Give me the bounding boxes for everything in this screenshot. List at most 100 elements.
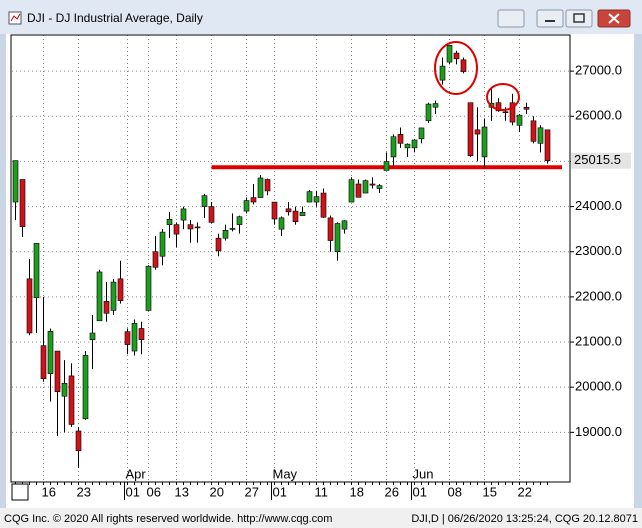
candle-body bbox=[313, 196, 320, 203]
candle-body bbox=[138, 328, 145, 340]
candle-body bbox=[481, 126, 488, 158]
minimize-button[interactable] bbox=[536, 9, 564, 28]
candle-body bbox=[19, 179, 26, 228]
candle-body bbox=[404, 143, 411, 149]
x-tick-label: 06 bbox=[147, 484, 161, 499]
candle-body bbox=[271, 201, 278, 220]
candle-body bbox=[243, 200, 250, 212]
candle-body bbox=[285, 208, 292, 213]
candle-body bbox=[348, 179, 355, 203]
maximize-glyph bbox=[573, 13, 585, 23]
candle-body bbox=[257, 177, 264, 198]
x-tick-label: 26 bbox=[385, 484, 399, 499]
highlight-ellipse bbox=[486, 83, 520, 111]
candle-body bbox=[516, 114, 523, 126]
candle-body bbox=[194, 226, 201, 229]
candle-body bbox=[264, 179, 271, 192]
candle-body bbox=[229, 228, 236, 230]
link-button[interactable] bbox=[497, 9, 525, 28]
month-label: Jun bbox=[413, 466, 434, 481]
candle-body bbox=[278, 217, 285, 230]
candle-body bbox=[173, 224, 180, 235]
candle-body bbox=[201, 195, 208, 207]
candle-body bbox=[236, 216, 243, 225]
candle-body bbox=[418, 127, 425, 140]
x-tick-label: 08 bbox=[448, 484, 462, 499]
plot: 19000.0 20000.0 21000.0 22000.0 23000.0 24000… bbox=[12, 35, 631, 500]
month-label: May bbox=[273, 466, 298, 481]
candle-body bbox=[530, 120, 537, 142]
candle-body bbox=[495, 102, 502, 112]
footer-left: CQG Inc. © 2020 All rights reserved worl… bbox=[4, 513, 332, 525]
y-tick-label: 22000.0 bbox=[575, 288, 622, 303]
candle-body bbox=[33, 243, 40, 299]
candle-body bbox=[299, 211, 306, 216]
y-tick-label: 26000.0 bbox=[575, 108, 622, 123]
candle-body bbox=[145, 265, 152, 311]
candle-body bbox=[292, 210, 299, 223]
candle-body bbox=[68, 375, 75, 425]
candle-body bbox=[327, 217, 334, 241]
candle-body bbox=[180, 208, 187, 221]
app-icon bbox=[8, 11, 22, 25]
candle-body bbox=[26, 278, 33, 334]
candle-body bbox=[341, 220, 348, 230]
x-tick-label: 01 bbox=[413, 484, 427, 499]
app-icon-glyph bbox=[10, 13, 21, 22]
x-tick-label: 16 bbox=[42, 484, 56, 499]
candle-body bbox=[54, 350, 61, 393]
candle-body bbox=[537, 127, 544, 144]
window-title: DJI - DJ Industrial Average, Daily bbox=[27, 11, 203, 25]
x-tick-label: 11 bbox=[315, 484, 329, 499]
candle-body bbox=[187, 224, 194, 230]
chart-panel bbox=[6, 34, 634, 508]
candle-body bbox=[467, 102, 474, 156]
candle-body bbox=[523, 106, 530, 110]
candle-body bbox=[47, 331, 54, 374]
candle-body bbox=[411, 139, 418, 149]
candle-body bbox=[369, 183, 376, 186]
candle-body bbox=[509, 102, 516, 123]
candle-body bbox=[110, 281, 117, 311]
candle-body bbox=[355, 183, 362, 198]
title-bar bbox=[0, 0, 642, 34]
candle-body bbox=[166, 218, 173, 225]
candle-body bbox=[124, 331, 131, 345]
candle-body bbox=[152, 251, 159, 268]
candle-body bbox=[61, 382, 68, 397]
candle-body bbox=[89, 332, 96, 341]
candle-body bbox=[425, 103, 432, 122]
highlight-ellipse bbox=[434, 41, 478, 95]
candle-body bbox=[460, 59, 467, 72]
candle-body bbox=[320, 192, 327, 218]
candle-body bbox=[222, 229, 229, 239]
y-tick-label: 19000.0 bbox=[575, 424, 622, 439]
candle-body bbox=[159, 231, 166, 257]
y-tick-label: 24000.0 bbox=[575, 198, 622, 213]
candle-body bbox=[432, 103, 439, 108]
candle-body bbox=[103, 301, 110, 314]
maximize-button[interactable] bbox=[565, 9, 593, 28]
month-label: Apr bbox=[126, 466, 147, 481]
candle-body bbox=[383, 161, 390, 171]
plot-border bbox=[10, 34, 571, 483]
candle-body bbox=[544, 129, 551, 162]
x-tick-label: 01 bbox=[273, 484, 287, 499]
y-tick-label: 21000.0 bbox=[575, 333, 622, 348]
candle-body bbox=[75, 430, 82, 452]
candle-body bbox=[453, 52, 460, 60]
scroll-box[interactable] bbox=[11, 483, 29, 501]
footer-right: DJI,D | 06/26/2020 13:25:24, CQG 20.12.8… bbox=[411, 513, 638, 525]
candle-body bbox=[96, 271, 103, 322]
x-tick-label: 15 bbox=[483, 484, 497, 499]
x-tick-label: 22 bbox=[518, 484, 532, 499]
candle-body bbox=[397, 134, 404, 144]
candle-body bbox=[306, 191, 313, 203]
candle-body bbox=[376, 185, 383, 189]
last-price-box bbox=[571, 152, 631, 169]
candle-body bbox=[362, 180, 369, 194]
x-tick-label: 18 bbox=[350, 484, 364, 499]
candle-body bbox=[334, 223, 341, 253]
candle-body bbox=[12, 160, 19, 203]
